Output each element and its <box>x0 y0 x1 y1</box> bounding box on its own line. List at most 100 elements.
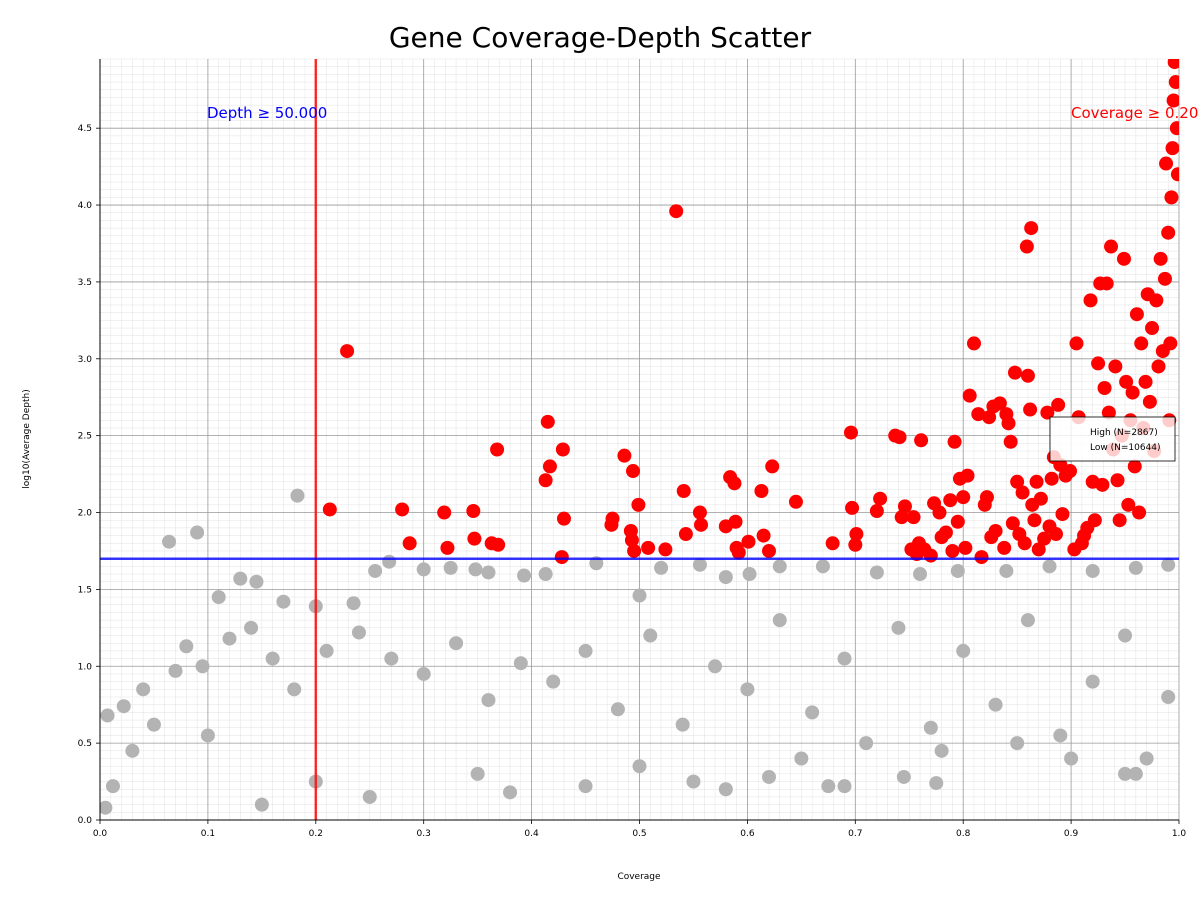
data-point-high <box>1044 471 1059 486</box>
data-point-high <box>1095 477 1110 492</box>
data-point-high <box>694 517 709 532</box>
data-point-low <box>1128 560 1143 575</box>
data-point-low <box>1010 736 1025 751</box>
data-point-low <box>254 797 269 812</box>
data-point-high <box>1063 464 1078 479</box>
data-point-low <box>923 720 938 735</box>
x-tick-label: 0.3 <box>417 829 431 839</box>
data-point-high <box>605 511 620 526</box>
data-point-high <box>974 550 989 565</box>
data-point-high <box>627 543 642 558</box>
data-point-high <box>1097 380 1112 395</box>
data-point-low <box>643 628 658 643</box>
data-point-high <box>1087 513 1102 528</box>
data-point-high <box>1003 434 1018 449</box>
data-point-high <box>1015 485 1030 500</box>
data-point-low <box>136 682 151 697</box>
data-point-high <box>992 396 1007 411</box>
data-point-high <box>892 430 907 445</box>
data-point-low <box>179 639 194 654</box>
data-point-low <box>578 643 593 658</box>
data-point-high <box>1110 473 1125 488</box>
data-point-low <box>195 659 210 674</box>
data-point-low <box>859 736 874 751</box>
data-point-low <box>276 594 291 609</box>
data-point-low <box>382 554 397 569</box>
data-point-high <box>1129 307 1144 322</box>
data-point-high <box>1145 321 1160 336</box>
data-point-low <box>116 699 131 714</box>
data-point-high <box>1121 497 1136 512</box>
data-point-low <box>837 779 852 794</box>
x-tick-label: 0.1 <box>201 829 215 839</box>
data-point-high <box>1024 221 1039 236</box>
data-point-high <box>950 514 965 529</box>
data-point-high <box>617 448 632 463</box>
legend: High (N=2867) Low (N=10644) <box>1049 416 1176 462</box>
data-point-high <box>1069 336 1084 351</box>
data-point-low <box>950 563 965 578</box>
data-point-high <box>997 540 1012 555</box>
data-point-high <box>1138 374 1153 389</box>
high-series-points <box>322 59 1179 565</box>
data-point-high <box>1005 516 1020 531</box>
data-point-high <box>624 533 639 548</box>
data-point-low <box>1085 563 1100 578</box>
data-point-low <box>190 525 205 540</box>
data-point-low <box>934 743 949 758</box>
x-axis-label: Coverage <box>617 872 661 882</box>
data-point-high <box>731 545 746 560</box>
depth-threshold-label: Depth ≥ 50.000 <box>207 104 327 122</box>
data-point-low <box>125 743 140 758</box>
data-point-low <box>290 488 305 503</box>
data-point-low <box>368 563 383 578</box>
y-tick-label: 1.0 <box>78 662 93 672</box>
data-point-high <box>395 502 410 517</box>
data-point-low <box>891 620 906 635</box>
legend-entry-low: Low (N=10644) <box>1090 443 1161 453</box>
data-point-high <box>626 464 641 479</box>
data-point-low <box>222 631 237 646</box>
data-point-low <box>1139 751 1154 766</box>
y-tick-label: 0.0 <box>78 816 93 826</box>
data-point-high <box>938 525 953 540</box>
data-point-low <box>869 565 884 580</box>
data-point-low <box>481 693 496 708</box>
data-point-high <box>1033 491 1048 506</box>
data-point-low <box>794 751 809 766</box>
data-point-high <box>958 540 973 555</box>
y-axis-label: log10(Average Depth) <box>22 389 32 488</box>
data-point-high <box>467 531 482 546</box>
data-point-low <box>416 666 431 681</box>
data-point-high <box>676 484 691 499</box>
data-point-high <box>440 540 455 555</box>
data-point-high <box>1127 459 1142 474</box>
data-point-low <box>1128 766 1143 781</box>
data-point-high <box>845 500 860 515</box>
data-point-high <box>1157 271 1172 286</box>
legend-box <box>1049 416 1176 462</box>
data-point-high <box>466 503 481 518</box>
data-point-low <box>896 769 911 784</box>
data-point-high <box>1091 356 1106 371</box>
data-point-high <box>932 505 947 520</box>
data-point-high <box>1165 141 1179 156</box>
legend-entry-high: High (N=2867) <box>1090 428 1158 438</box>
low-series-points <box>100 488 1176 815</box>
data-point-low <box>1053 728 1068 743</box>
y-tick-label: 2.0 <box>78 509 93 519</box>
data-point-high <box>756 528 771 543</box>
data-point-high <box>1159 156 1174 171</box>
data-point-low <box>1118 628 1133 643</box>
data-point-high <box>669 204 684 219</box>
data-point-high <box>1134 336 1149 351</box>
data-point-high <box>1119 374 1134 389</box>
data-point-low <box>468 562 483 577</box>
data-point-high <box>849 527 864 542</box>
data-point-high <box>1020 368 1035 383</box>
data-point-high <box>869 503 884 518</box>
data-point-high <box>943 493 958 508</box>
data-point-high <box>1029 474 1044 489</box>
data-point-high <box>631 497 646 512</box>
